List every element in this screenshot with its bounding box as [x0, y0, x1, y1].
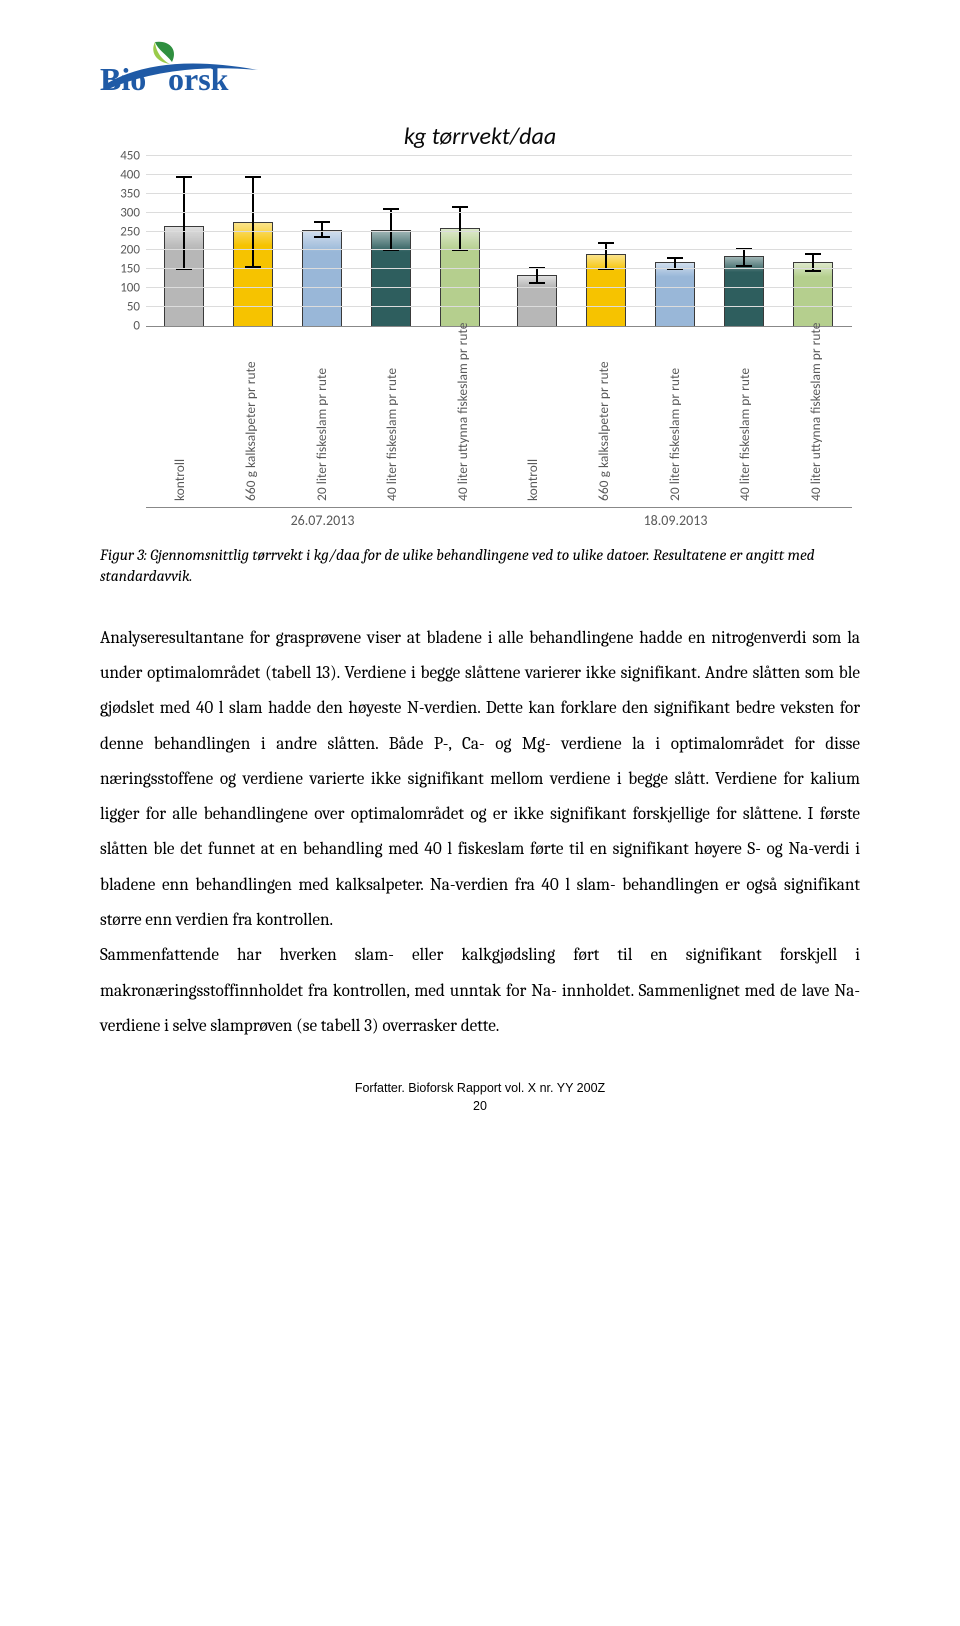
x-category-label: kontroll [171, 459, 188, 501]
x-category-label: 20 liter fiskeslam pr rute [313, 368, 330, 501]
chart-title: kg tørrvekt/daa [100, 122, 860, 151]
paragraph-2: Sammenfattende har hverken slam- eller k… [100, 938, 860, 1044]
gridline [146, 306, 852, 307]
bar-slot [709, 157, 778, 326]
bar-group [499, 157, 852, 326]
figure-caption: Figur 3: Gjennomsnittlig tørrvekt i kg/d… [100, 545, 860, 587]
x-category-label: 660 g kalksalpeter pr rute [242, 361, 259, 501]
y-tick-label: 400 [120, 167, 140, 182]
gridline [146, 249, 852, 250]
y-tick-label: 350 [120, 186, 140, 201]
y-tick-label: 450 [120, 149, 140, 164]
y-tick-label: 0 [133, 319, 140, 334]
bar-slot [641, 157, 710, 326]
gridline [146, 193, 852, 194]
gridline [146, 287, 852, 288]
x-category-label: 40 liter fiskeslam pr rute [383, 368, 400, 501]
x-category-label: 40 liter uttynna fiskeslam pr rute [807, 322, 824, 501]
footer-citation: Forfatter. Bioforsk Rapport vol. X nr. Y… [100, 1080, 860, 1098]
bar-slot [288, 157, 357, 326]
bar-slot [219, 157, 288, 326]
bar-slot [356, 157, 425, 326]
logo-text-right: orsk [168, 61, 229, 97]
x-category-label: 20 liter fiskeslam pr rute [666, 368, 683, 501]
y-tick-label: 150 [120, 262, 140, 277]
x-axis-group: kontroll 660 g kalksalpeter pr rute 20 lit… [146, 327, 499, 537]
bioforsk-logo: Bio orsk [100, 40, 860, 102]
plot-area: 050100150200250300350400450 [146, 157, 852, 327]
y-tick-label: 250 [120, 224, 140, 239]
x-category-label: kontroll [524, 459, 541, 501]
dry-weight-chart: kg tørrvekt/daa 050100150200250300350400… [100, 122, 860, 537]
page-footer: Forfatter. Bioforsk Rapport vol. X nr. Y… [100, 1080, 860, 1115]
paragraph-1: Analyseresultantane for grasprøvene vise… [100, 621, 860, 938]
bar-group [146, 157, 499, 326]
y-tick-label: 50 [127, 300, 140, 315]
error-bar [459, 206, 461, 251]
logo-text-left: Bio [100, 61, 146, 97]
bar [724, 256, 764, 326]
gridline [146, 231, 852, 232]
gridline [146, 212, 852, 213]
x-category-label: 40 liter fiskeslam pr rute [736, 368, 753, 501]
bar-slot [503, 157, 572, 326]
bar-slot [778, 157, 847, 326]
x-axis: kontroll 660 g kalksalpeter pr rute 20 lit… [146, 327, 852, 537]
x-axis-group: kontroll 660 g kalksalpeter pr rute 20 lit… [499, 327, 852, 537]
x-category-label: 40 liter uttynna fiskeslam pr rute [454, 322, 471, 501]
x-category-label: 660 g kalksalpeter pr rute [595, 361, 612, 501]
bar [302, 230, 342, 326]
gridline [146, 174, 852, 175]
y-tick-label: 200 [120, 243, 140, 258]
error-bar [743, 248, 745, 267]
error-bar [252, 176, 254, 269]
error-bar [183, 176, 185, 270]
error-bar [605, 242, 607, 270]
x-group-date: 26.07.2013 [146, 507, 499, 537]
chart-bars [146, 157, 852, 326]
page-number: 20 [100, 1098, 860, 1116]
bar-slot [425, 157, 494, 326]
body-text: Analyseresultantane for grasprøvene vise… [100, 621, 860, 1044]
bar-slot [572, 157, 641, 326]
y-axis: 050100150200250300350400450 [100, 157, 144, 326]
error-bar [812, 253, 814, 272]
gridline [146, 155, 852, 156]
x-group-date: 18.09.2013 [499, 507, 852, 537]
gridline [146, 268, 852, 269]
y-tick-label: 300 [120, 205, 140, 220]
y-tick-label: 100 [120, 281, 140, 296]
bar-slot [150, 157, 219, 326]
bar [655, 262, 695, 326]
